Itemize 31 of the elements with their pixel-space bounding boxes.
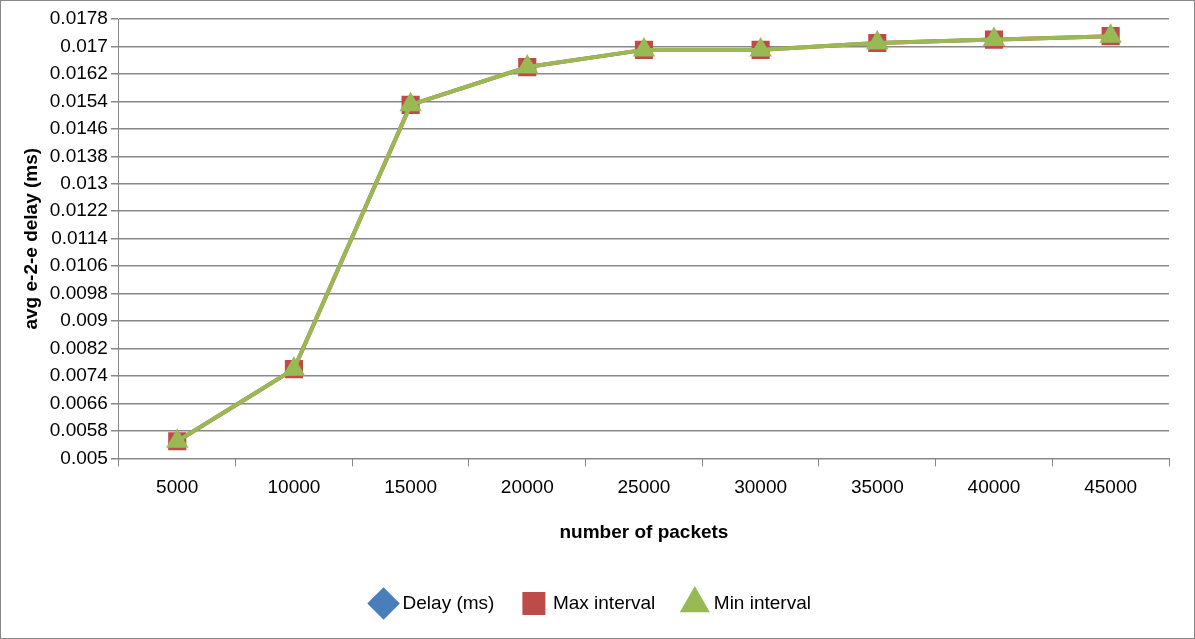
y-tick-label: 0.0082 <box>49 336 108 358</box>
y-tick-label: 0.0154 <box>49 89 109 111</box>
x-axis-title: number of packets <box>559 520 729 542</box>
y-tick-label: 0.0066 <box>49 391 108 413</box>
x-tick-label: 25000 <box>617 476 671 498</box>
y-tick-label: 0.009 <box>60 309 108 331</box>
legend-label: Max interval <box>552 591 656 613</box>
y-tick-label: 0.0178 <box>49 7 108 29</box>
x-tick-label: 5000 <box>156 476 199 498</box>
y-tick-label: 0.0146 <box>49 117 108 139</box>
y-tick-label: 0.0098 <box>49 281 108 303</box>
y-tick-label: 0.005 <box>60 446 108 468</box>
legend-label: Min interval <box>713 591 811 613</box>
x-tick-label: 20000 <box>500 476 554 498</box>
legend-label: Delay (ms) <box>402 591 495 613</box>
x-tick-label: 35000 <box>850 476 904 498</box>
y-tick-label: 0.0162 <box>49 62 108 84</box>
x-tick-label: 10000 <box>267 476 321 498</box>
y-tick-label: 0.0074 <box>49 364 109 386</box>
y-tick-label: 0.0114 <box>51 226 109 248</box>
y-axis-title: avg e-2-e delay (ms) <box>19 147 41 330</box>
y-tick-label: 0.0138 <box>49 144 108 166</box>
y-tick-label: 0.0106 <box>49 254 108 276</box>
x-tick-label: 15000 <box>384 476 438 498</box>
y-tick-label: 0.013 <box>60 172 108 194</box>
x-tick-label: 40000 <box>967 476 1021 498</box>
y-tick-label: 0.0058 <box>49 419 108 441</box>
x-tick-label: 45000 <box>1084 476 1138 498</box>
x-tick-label: 30000 <box>734 476 788 498</box>
y-tick-label: 0.017 <box>60 34 108 56</box>
y-tick-label: 0.0122 <box>49 199 108 221</box>
